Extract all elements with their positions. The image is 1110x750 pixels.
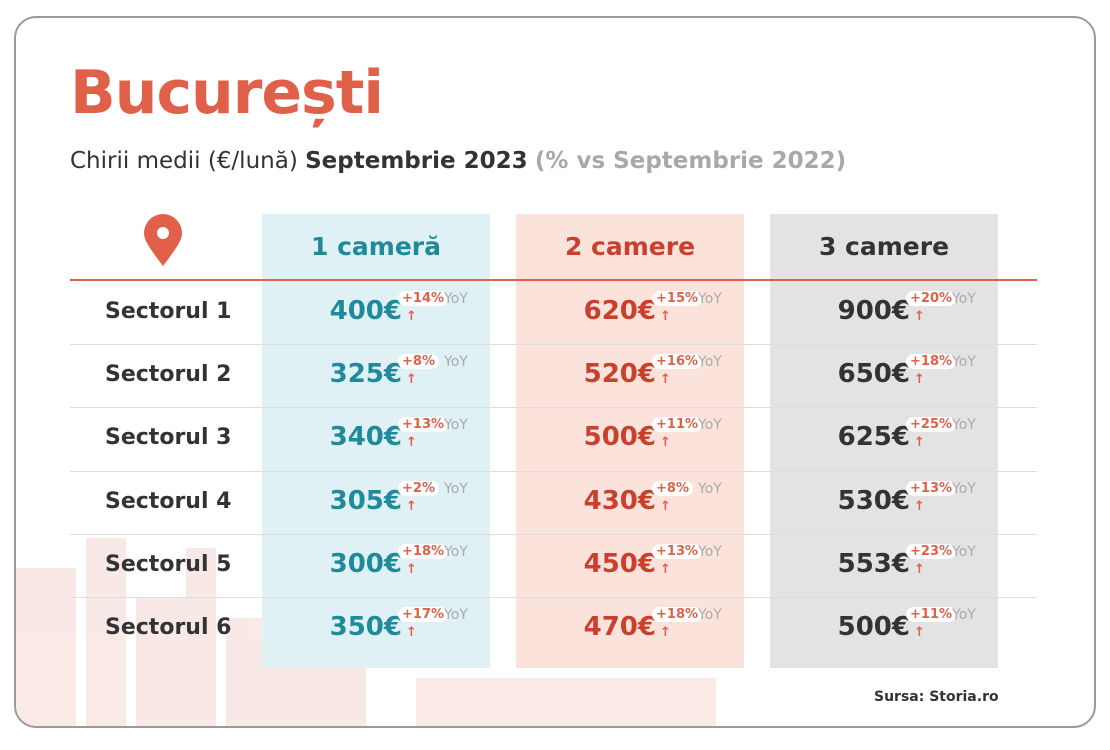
change-badge: +16% [652, 354, 703, 369]
yoy-label: YoY [444, 354, 468, 370]
yoy-label: YoY [698, 607, 722, 623]
column-header: 1 cameră [311, 232, 441, 261]
row-label: Sectorul 1 [105, 299, 232, 324]
change-badge: +25% [906, 417, 957, 432]
change-badge: +2% [398, 481, 439, 496]
change-badge: +13% [652, 544, 703, 559]
yoy-label: YoY [698, 417, 722, 433]
change-badge: +14% [398, 291, 449, 306]
yoy-label: YoY [952, 417, 976, 433]
up-arrow: ↑ [660, 562, 671, 577]
price: 325€ [329, 359, 402, 389]
yoy-label: YoY [698, 354, 722, 370]
price: 350€ [329, 612, 402, 642]
up-arrow: ↑ [660, 372, 671, 387]
change-badge: +20% [906, 291, 957, 306]
row-label: Sectorul 4 [105, 489, 232, 514]
title: București [70, 58, 384, 128]
change-badge: +13% [906, 481, 957, 496]
change-badge: +11% [906, 607, 957, 622]
row-separator [70, 534, 1037, 535]
price: 400€ [329, 296, 402, 326]
up-arrow: ↑ [914, 499, 925, 514]
price: 340€ [329, 422, 402, 452]
row-separator [70, 407, 1037, 408]
up-arrow: ↑ [660, 499, 671, 514]
yoy-label: YoY [952, 291, 976, 307]
column-bg [262, 214, 490, 668]
up-arrow: ↑ [660, 625, 671, 640]
header-rule [70, 279, 1037, 281]
up-arrow: ↑ [406, 625, 417, 640]
column-bg [516, 214, 744, 668]
price: 530€ [837, 486, 910, 516]
row-separator [70, 471, 1037, 472]
change-badge: +11% [652, 417, 703, 432]
up-arrow: ↑ [660, 435, 671, 450]
up-arrow: ↑ [914, 562, 925, 577]
change-badge: +13% [398, 417, 449, 432]
up-arrow: ↑ [406, 562, 417, 577]
change-badge: +18% [398, 544, 449, 559]
price: 620€ [583, 296, 656, 326]
up-arrow: ↑ [660, 309, 671, 324]
up-arrow: ↑ [914, 435, 925, 450]
row-label: Sectorul 2 [105, 362, 232, 387]
price: 500€ [583, 422, 656, 452]
location-pin [144, 214, 182, 266]
yoy-label: YoY [444, 544, 468, 560]
price: 900€ [837, 296, 910, 326]
change-badge: +8% [652, 481, 693, 496]
row-label: Sectorul 6 [105, 615, 232, 640]
column-header: 2 camere [564, 232, 696, 261]
row-separator [70, 344, 1037, 345]
row-label: Sectorul 3 [105, 425, 232, 450]
yoy-label: YoY [444, 481, 468, 497]
yoy-label: YoY [698, 481, 722, 497]
change-badge: +17% [398, 607, 449, 622]
price: 430€ [583, 486, 656, 516]
change-badge: +18% [906, 354, 957, 369]
yoy-label: YoY [444, 607, 468, 623]
change-badge: +18% [652, 607, 703, 622]
row-separator [70, 597, 1037, 598]
price: 625€ [837, 422, 910, 452]
price: 450€ [583, 549, 656, 579]
change-badge: +15% [652, 291, 703, 306]
up-arrow: ↑ [914, 372, 925, 387]
subtitle-note: (% vs Septembrie 2022) [534, 148, 847, 174]
price: 520€ [583, 359, 656, 389]
price: 300€ [329, 549, 402, 579]
yoy-label: YoY [698, 291, 722, 307]
row-label: Sectorul 5 [105, 552, 232, 577]
price: 470€ [583, 612, 656, 642]
yoy-label: YoY [952, 481, 976, 497]
up-arrow: ↑ [914, 625, 925, 640]
up-arrow: ↑ [914, 309, 925, 324]
subtitle: Chirii medii (€/lună) Septembrie 2023 (%… [70, 148, 846, 174]
up-arrow: ↑ [406, 499, 417, 514]
change-badge: +23% [906, 544, 957, 559]
price: 500€ [837, 612, 910, 642]
yoy-label: YoY [444, 291, 468, 307]
subtitle-bold: Septembrie 2023 [305, 148, 528, 174]
price: 553€ [837, 549, 910, 579]
yoy-label: YoY [444, 417, 468, 433]
source: Sursa: Storia.ro [874, 689, 999, 705]
price: 650€ [837, 359, 910, 389]
yoy-label: YoY [952, 354, 976, 370]
column-bg [770, 214, 998, 668]
up-arrow: ↑ [406, 435, 417, 450]
change-badge: +8% [398, 354, 439, 369]
up-arrow: ↑ [406, 372, 417, 387]
up-arrow: ↑ [406, 309, 417, 324]
column-header: 3 camere [818, 232, 950, 261]
subtitle-lead: Chirii medii (€/lună) [70, 148, 298, 174]
yoy-label: YoY [952, 544, 976, 560]
yoy-label: YoY [952, 607, 976, 623]
price: 305€ [329, 486, 402, 516]
yoy-label: YoY [698, 544, 722, 560]
